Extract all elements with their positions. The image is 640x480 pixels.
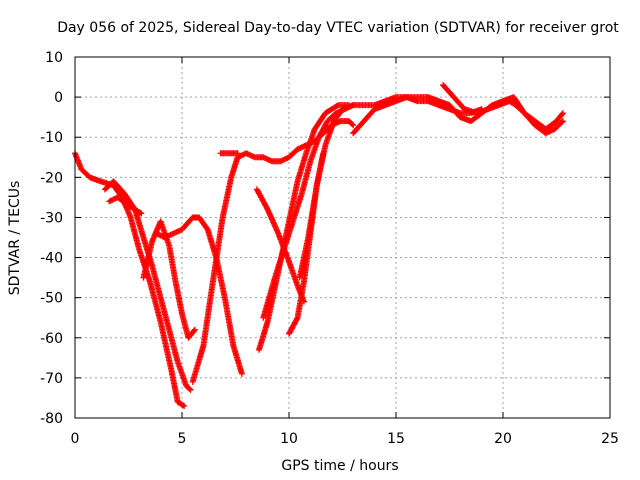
series-1: [72, 150, 188, 409]
series-10: [253, 186, 307, 305]
series-7-points: [217, 150, 241, 157]
y-tick-label: -30: [40, 210, 63, 226]
series-3-points: [106, 194, 145, 217]
y-tick-label: -10: [40, 130, 63, 146]
series-1-points: [72, 150, 188, 409]
series-3: [106, 194, 145, 217]
series-9-points: [260, 102, 357, 321]
y-tick-labels: 10 0 -10 -20 -30 -40 -50 -60 -70 -80: [40, 50, 63, 427]
y-tick-label: -40: [40, 251, 63, 267]
x-tick-label: 15: [387, 431, 405, 447]
series-14-points: [440, 82, 566, 133]
series-4: [140, 218, 198, 341]
y-tick-label: 10: [45, 50, 63, 66]
x-tick-label: 0: [71, 431, 80, 447]
y-tick-label: -60: [40, 331, 63, 347]
y-axis-label: SDTVAR / TECUs: [7, 181, 23, 296]
y-tick-label: 0: [54, 90, 63, 106]
y-tick-label: -50: [40, 291, 63, 307]
series-4-points: [140, 218, 198, 341]
x-tick-label: 5: [178, 431, 187, 447]
series-7: [217, 150, 241, 157]
series-2: [101, 178, 194, 393]
series-8: [256, 102, 352, 353]
series-12-points: [296, 94, 485, 281]
series-8-points: [256, 102, 352, 353]
series-14: [440, 82, 566, 133]
y-tick-label: -70: [40, 371, 63, 387]
plot-frame: [74, 56, 611, 419]
y-tick-label: -80: [40, 411, 63, 427]
series-10-points: [253, 186, 307, 305]
chart-title: Day 056 of 2025, Sidereal Day-to-day VTE…: [57, 20, 619, 36]
x-tick-label: 10: [280, 431, 298, 447]
x-tick-labels: 0 5 10 15 20 25: [71, 431, 619, 447]
series-6: [189, 118, 357, 385]
series-2-points: [101, 178, 194, 393]
axis-ticks: [74, 56, 611, 419]
data-points: [72, 82, 566, 409]
series-9: [260, 102, 357, 321]
x-axis-label: GPS time / hours: [281, 458, 398, 474]
series-12: [296, 94, 485, 281]
x-tick-label: 25: [601, 431, 619, 447]
series-6-points: [189, 118, 357, 385]
gridlines: [75, 57, 610, 418]
x-tick-label: 20: [494, 431, 512, 447]
y-tick-label: -20: [40, 170, 63, 186]
